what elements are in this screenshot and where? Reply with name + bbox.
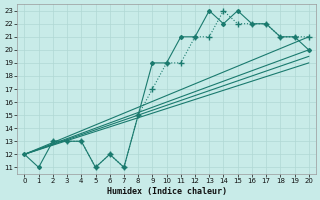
X-axis label: Humidex (Indice chaleur): Humidex (Indice chaleur) bbox=[107, 187, 227, 196]
